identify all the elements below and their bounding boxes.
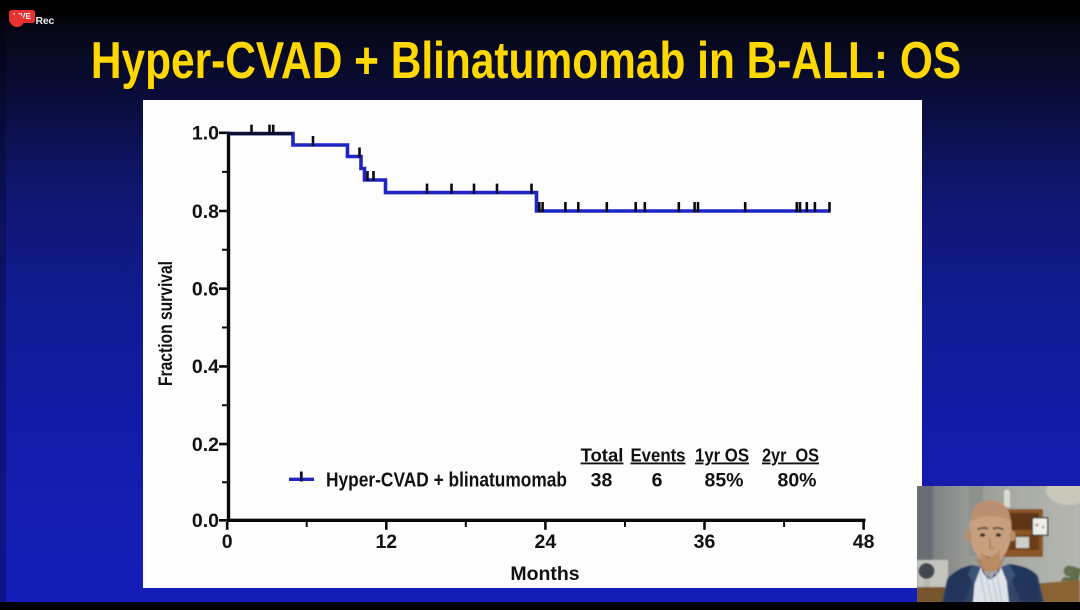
svg-text:0.4: 0.4	[192, 356, 219, 378]
svg-text:0.6: 0.6	[192, 279, 219, 301]
svg-text:1.0: 1.0	[192, 123, 219, 145]
svg-text:Months: Months	[510, 563, 579, 585]
svg-text:0.2: 0.2	[192, 434, 219, 456]
svg-text:0: 0	[222, 531, 233, 553]
svg-text:36: 36	[694, 531, 716, 553]
svg-text:80%: 80%	[777, 470, 816, 492]
svg-text:85%: 85%	[704, 470, 743, 492]
svg-text:48: 48	[853, 531, 875, 553]
svg-text:Fraction survival: Fraction survival	[155, 261, 177, 386]
svg-text:Events: Events	[631, 445, 686, 466]
svg-text:Total: Total	[581, 445, 624, 466]
svg-text:24: 24	[535, 531, 557, 553]
svg-text:6: 6	[652, 470, 663, 492]
svg-text:0.0: 0.0	[192, 510, 219, 532]
svg-text:0.8: 0.8	[192, 201, 219, 223]
svg-text:Hyper-CVAD + blinatumomab: Hyper-CVAD + blinatumomab	[326, 469, 567, 492]
svg-text:12: 12	[375, 531, 397, 553]
svg-text:2yr OS: 2yr OS	[762, 445, 819, 466]
svg-text:1yr OS: 1yr OS	[695, 445, 749, 466]
svg-text:38: 38	[591, 470, 613, 492]
